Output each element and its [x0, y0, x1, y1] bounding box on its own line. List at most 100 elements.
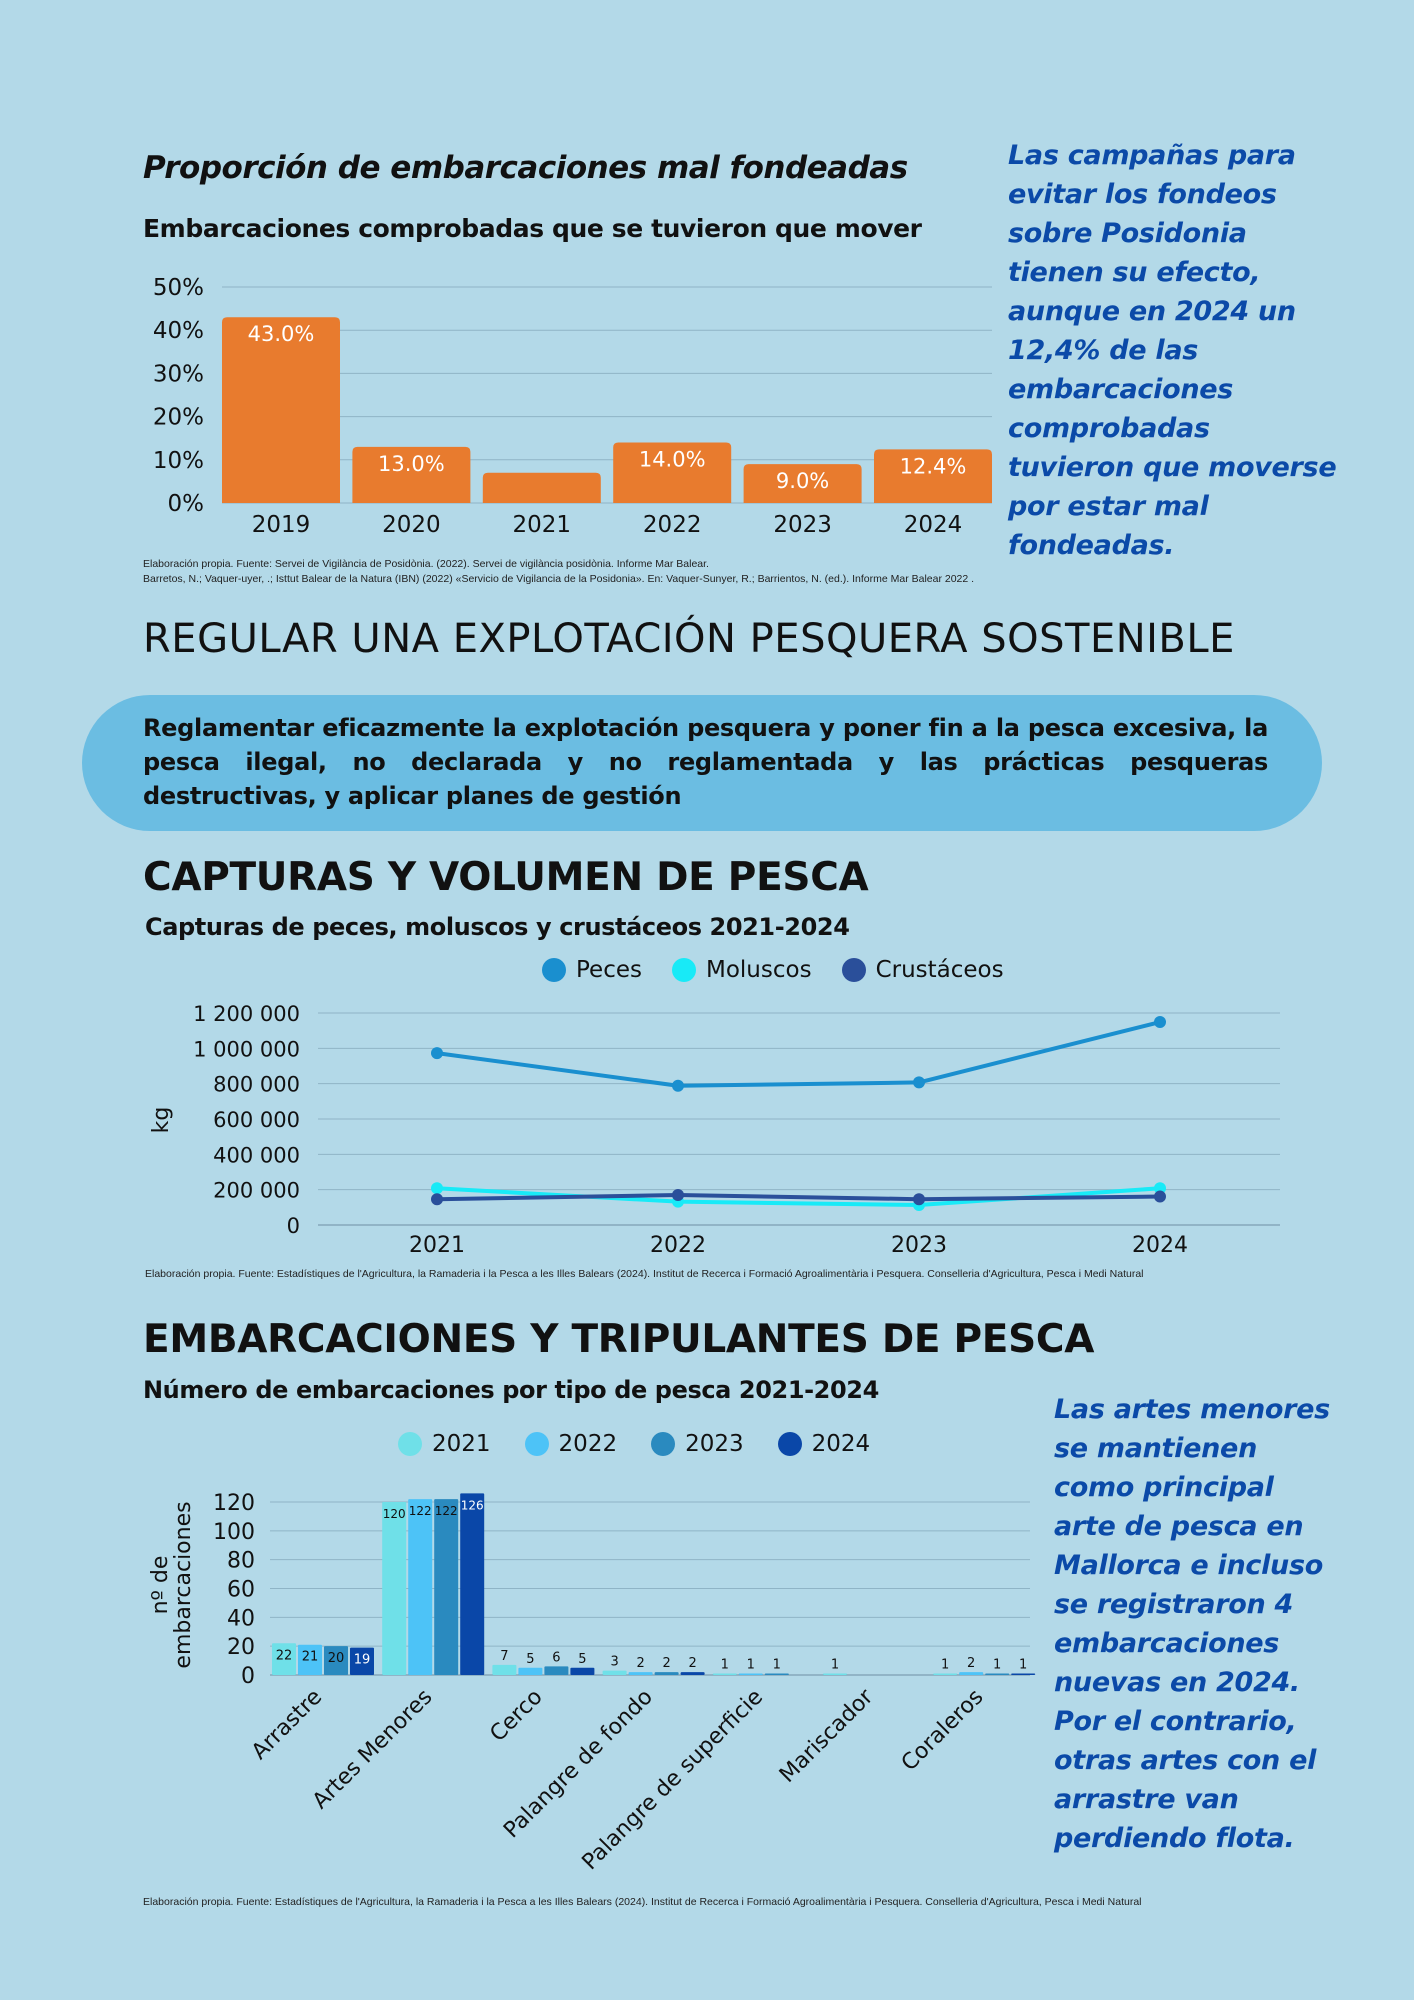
chart1-source-line2: Barretos, N.; Vaquer-uyer, .; Isttut Bal… — [143, 573, 975, 585]
y-axis-label-line1: nº de — [148, 1556, 173, 1615]
data-label: 2 — [688, 1656, 696, 1671]
bar-2020 — [352, 446, 471, 503]
legend-item-2021: 2021 — [398, 1431, 491, 1457]
category-label: Artes Menores — [308, 1685, 438, 1815]
point-Crustáceos — [672, 1188, 684, 1201]
bar-Arrastre-2021 — [272, 1643, 296, 1675]
data-label: 1 — [831, 1658, 839, 1673]
y-tick-label: 120 — [213, 1491, 255, 1516]
data-label: 20 — [328, 1651, 345, 1666]
y-tick-label: 40 — [227, 1606, 255, 1631]
x-tick-label: 2023 — [773, 512, 832, 538]
point-Moluscos — [431, 1182, 443, 1195]
x-tick-label: 2024 — [904, 512, 963, 538]
chart2-subtitle: Capturas de peces, moluscos y crustáceos… — [145, 913, 850, 941]
y-tick-label: 20 — [227, 1635, 255, 1660]
chart3-legend: 2021 2022 2023 2024 — [398, 1431, 870, 1457]
bar-Cerco-2024 — [570, 1667, 595, 1675]
data-label: 5 — [578, 1652, 586, 1667]
bar-Arrastre-2024 — [350, 1647, 374, 1675]
section-heading-regular: REGULAR UNA EXPLOTACIÓN PESQUERA SOSTENI… — [143, 616, 1235, 662]
chart1-subtitle: Embarcaciones comprobadas que se tuviero… — [143, 214, 922, 243]
bar-Cerco-2021 — [492, 1664, 517, 1675]
bar-2022 — [613, 442, 732, 503]
bar-2019 — [222, 317, 340, 503]
data-label: 2 — [636, 1656, 644, 1671]
x-tick-label: 2021 — [409, 1233, 465, 1258]
bar-Cerco-2023 — [544, 1666, 569, 1675]
y-axis-label-line2: embarcaciones — [171, 1501, 196, 1668]
goal-banner-text: Reglamentar eficazmente la explotación p… — [143, 714, 1268, 810]
legend-swatch — [777, 1432, 802, 1456]
data-label: 12.4% — [900, 454, 967, 478]
point-Peces — [431, 1047, 443, 1060]
bar-Palangre de superficie-2022 — [738, 1673, 763, 1675]
data-label: 7 — [500, 1649, 508, 1664]
legend-swatch — [841, 958, 866, 982]
bar-2024 — [874, 449, 992, 503]
legend-swatch — [542, 958, 566, 982]
data-label: 19 — [354, 1653, 371, 1668]
bar-Palangre de fondo-2022 — [628, 1672, 653, 1675]
bar-Palangre de fondo-2021 — [602, 1670, 627, 1675]
category-label: Mariscador — [775, 1684, 879, 1788]
point-Crustáceos — [913, 1193, 925, 1206]
legend-item-peces: Peces — [542, 957, 642, 983]
x-tick-label: 2022 — [643, 512, 702, 538]
chart1-source-line1: Elaboración propia. Fuente: Servei de Vi… — [143, 558, 709, 570]
data-label: 1 — [747, 1658, 755, 1673]
point-Moluscos — [1154, 1182, 1166, 1195]
legend-label: 2023 — [685, 1431, 744, 1457]
bar-Palangre de fondo-2024 — [680, 1672, 705, 1675]
y-tick-label: 0 — [287, 1214, 300, 1238]
bar-Artes Menores-2021 — [382, 1502, 407, 1675]
bar-2021 — [482, 472, 601, 503]
bar-Coraleros-2022 — [959, 1672, 984, 1675]
section-heading-capturas: CAPTURAS Y VOLUMEN DE PESCA — [143, 855, 869, 900]
bar-Coraleros-2023 — [985, 1673, 1010, 1675]
data-label: 5 — [526, 1652, 534, 1667]
data-label: 126 — [461, 1498, 484, 1512]
y-tick-label: 400 000 — [213, 1143, 300, 1167]
chart2-legend: Peces Moluscos Crustáceos — [542, 957, 1004, 983]
y-tick-label: 30% — [153, 361, 204, 387]
y-tick-label: 50% — [153, 275, 204, 301]
point-Crustáceos — [431, 1193, 443, 1206]
data-label: 22 — [276, 1648, 293, 1663]
legend-swatch — [398, 1432, 422, 1456]
y-tick-label: 60 — [227, 1578, 255, 1603]
bar-Arrastre-2023 — [324, 1646, 348, 1675]
category-label: Arrastre — [247, 1685, 327, 1765]
x-tick-label: 2022 — [650, 1233, 706, 1258]
legend-label: 2021 — [432, 1431, 491, 1457]
bar-Mariscador-2021 — [823, 1673, 847, 1675]
y-tick-label: 40% — [153, 318, 204, 344]
data-label: 120 — [383, 1507, 406, 1521]
point-Peces — [672, 1079, 684, 1092]
y-tick-label: 800 000 — [213, 1073, 300, 1097]
data-label: 13.0% — [378, 452, 445, 476]
data-label: 1 — [941, 1658, 949, 1673]
legend-item-2024: 2024 — [777, 1431, 871, 1457]
category-label: Palangre de superficie — [578, 1685, 768, 1875]
data-label: 3 — [610, 1655, 618, 1670]
section-heading-embarcaciones: EMBARCACIONES Y TRIPULANTES DE PESCA — [143, 1317, 1095, 1362]
y-tick-label: 80 — [227, 1549, 255, 1574]
x-tick-label: 2024 — [1132, 1233, 1188, 1258]
y-tick-label: 0% — [168, 491, 205, 517]
chart-capturas: 0 200 000 400 000 600 000 800 000 1 000 000 1 … — [149, 1002, 1280, 1258]
y-tick-label: 10% — [153, 448, 204, 474]
bar-2023 — [743, 464, 862, 503]
legend-label: 2024 — [811, 1431, 871, 1457]
bar-Artes Menores-2023 — [434, 1499, 459, 1675]
legend-item-crustaceos: Crustáceos — [841, 957, 1004, 983]
bar-Artes Menores-2024 — [460, 1493, 485, 1675]
side-note-artes-menores: Las artes menores se mantienen como prin… — [1054, 1394, 1330, 1854]
data-label: 2 — [967, 1656, 975, 1671]
bar-Palangre de superficie-2021 — [712, 1673, 737, 1675]
data-label: 1 — [721, 1658, 729, 1673]
legend-item-2023: 2023 — [651, 1431, 744, 1457]
data-label: 1 — [993, 1658, 1001, 1673]
bar-Arrastre-2022 — [298, 1644, 322, 1675]
bar-Cerco-2022 — [518, 1667, 543, 1675]
